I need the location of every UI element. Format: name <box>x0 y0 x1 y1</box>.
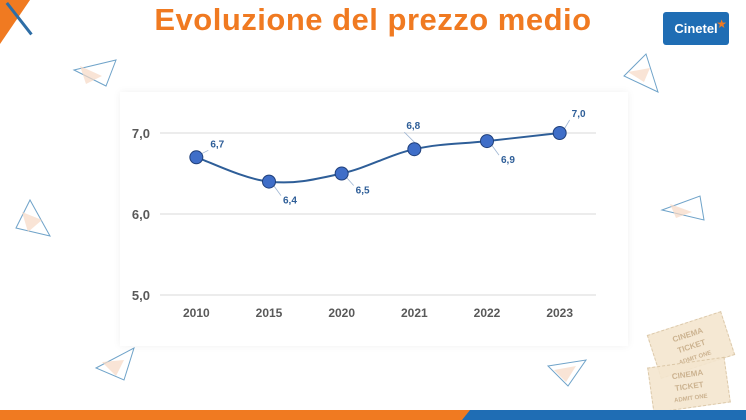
y-tick-label: 5,0 <box>132 288 150 303</box>
data-label: 6,4 <box>283 196 297 207</box>
cinetel-logo: Cinetel ★ <box>663 12 729 45</box>
data-point <box>407 142 422 157</box>
triangle-decoration <box>15 198 51 237</box>
corner-decoration <box>0 0 30 44</box>
x-tick-label: 2010 <box>183 306 210 320</box>
series-line <box>196 132 560 184</box>
data-label: 6,7 <box>210 139 224 150</box>
triangle-decoration <box>623 53 659 93</box>
data-label: 6,9 <box>501 155 515 166</box>
triangle-decoration <box>660 195 705 221</box>
x-tick-label: 2021 <box>401 306 428 320</box>
data-label-leader <box>272 184 282 196</box>
y-tick-label: 7,0 <box>132 126 150 141</box>
x-tick-label: 2023 <box>546 306 573 320</box>
triangle-decoration <box>546 359 588 387</box>
data-point <box>334 166 349 181</box>
footer-bar-orange <box>0 410 470 420</box>
x-tick-label: 2015 <box>256 306 283 320</box>
triangle-decoration <box>94 346 135 381</box>
footer-bar-blue <box>462 410 746 420</box>
star-icon: ★ <box>716 17 727 31</box>
data-point <box>262 174 276 189</box>
data-point <box>552 126 567 140</box>
x-tick-label: 2022 <box>474 306 501 320</box>
slide-title: Evoluzione del prezzo medio <box>154 2 592 37</box>
logo-text: Cinetel <box>674 21 718 36</box>
data-label: 6,8 <box>406 121 420 132</box>
triangle-decoration <box>72 59 117 87</box>
y-tick-label: 6,0 <box>132 207 150 222</box>
data-label-leader <box>490 143 500 156</box>
data-point <box>189 150 204 165</box>
data-label: 6,5 <box>356 186 370 197</box>
x-tick-label: 2020 <box>328 306 355 320</box>
data-label: 7,0 <box>572 109 586 120</box>
data-point <box>480 134 494 149</box>
